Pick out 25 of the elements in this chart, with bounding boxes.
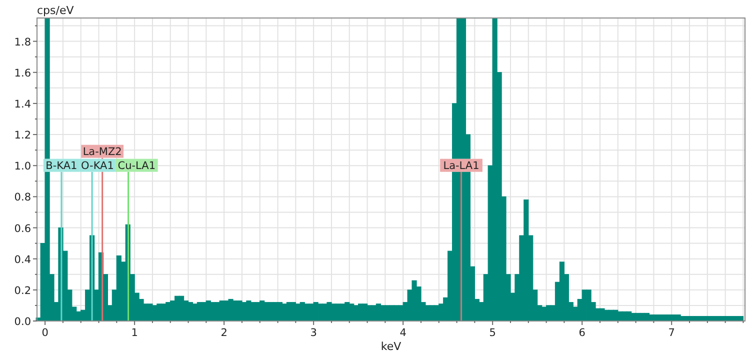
y-tick-label: 0.4 bbox=[14, 254, 32, 266]
ref-line-label: O-KA1 bbox=[80, 160, 114, 172]
ref-line-label: B-KA1 bbox=[46, 160, 78, 172]
x-axis-title: keV bbox=[380, 340, 402, 353]
x-tick-label: 6 bbox=[578, 327, 586, 339]
y-tick-label: 1.6 bbox=[14, 67, 32, 80]
y-tick-label: 0.0 bbox=[14, 316, 31, 328]
x-tick-label: 2 bbox=[220, 327, 228, 339]
y-tick-label: 1.0 bbox=[14, 160, 31, 173]
y-tick-label: 1.8 bbox=[14, 36, 31, 48]
y-axis-title: cps/eV bbox=[37, 4, 74, 17]
y-tick-label: 0.8 bbox=[14, 192, 31, 204]
x-tick-label: 4 bbox=[400, 327, 407, 339]
y-tick-label: 1.2 bbox=[14, 130, 31, 142]
y-tick-label: 0.6 bbox=[14, 222, 32, 235]
x-tick-label: 5 bbox=[489, 327, 496, 339]
ref-line-label: La-MZ2 bbox=[82, 146, 122, 158]
y-tick-label: 1.4 bbox=[14, 98, 32, 110]
ref-line-label: Cu-LA1 bbox=[118, 160, 156, 172]
ref-line-label: La-LA1 bbox=[443, 160, 480, 172]
x-tick-label: 1 bbox=[131, 327, 138, 339]
y-tick-label: 0.2 bbox=[14, 284, 31, 297]
x-tick-label: 0 bbox=[42, 327, 48, 339]
x-tick-label: 3 bbox=[310, 327, 317, 339]
x-tick-label: 7 bbox=[668, 327, 675, 339]
